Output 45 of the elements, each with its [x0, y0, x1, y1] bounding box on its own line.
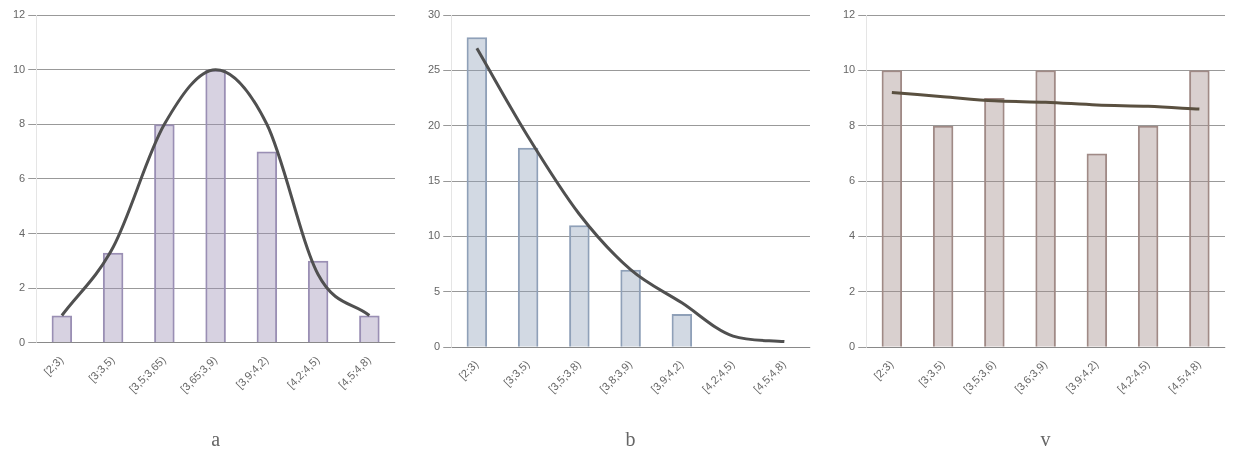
- bar: [671, 313, 693, 347]
- line-series: [890, 91, 1201, 111]
- bar: [517, 147, 539, 347]
- bar: [932, 125, 954, 347]
- y-tick-label: 10: [12, 62, 26, 75]
- bar: [620, 269, 641, 347]
- bar: [1086, 153, 1108, 347]
- bar: [1137, 125, 1159, 347]
- y-tick-label: 15: [427, 174, 441, 187]
- y-tick-label: 4: [849, 229, 856, 242]
- y-tick-label: 12: [842, 8, 856, 21]
- x-axis-title: a: [211, 428, 221, 451]
- line-series: [475, 46, 786, 344]
- y-tick-label: 5: [434, 284, 441, 297]
- y-tick-label: 0: [434, 340, 441, 353]
- y-tick-label: 6: [19, 171, 26, 184]
- bar: [881, 70, 903, 347]
- bar: [466, 37, 488, 347]
- bar: [256, 151, 278, 343]
- y-tick-label: 10: [842, 63, 856, 76]
- y-tick-label: 6: [849, 174, 856, 187]
- y-tick-label: 0: [849, 340, 856, 353]
- bar: [569, 225, 590, 347]
- x-axis-title: v: [1040, 428, 1051, 451]
- y-tick-label: 2: [19, 281, 26, 294]
- y-tick-label: 30: [427, 8, 441, 21]
- bar: [154, 124, 175, 343]
- y-tick-label: 2: [849, 284, 856, 297]
- y-tick-label: 8: [19, 117, 26, 130]
- bar: [205, 69, 226, 343]
- y-tick-label: 12: [12, 8, 26, 21]
- bar: [984, 98, 1005, 347]
- y-tick-label: 10: [427, 229, 441, 242]
- bar: [1189, 70, 1210, 347]
- line-series: [60, 68, 371, 317]
- y-tick-label: 8: [849, 118, 856, 131]
- y-tick-label: 0: [19, 335, 26, 348]
- y-tick-label: 25: [427, 63, 441, 76]
- y-tick-label: 20: [427, 118, 441, 131]
- y-tick-label: 4: [19, 226, 26, 239]
- bar: [1035, 70, 1056, 347]
- x-axis-title: b: [625, 428, 636, 451]
- bar: [359, 315, 380, 343]
- bar: [102, 252, 124, 343]
- bar: [51, 315, 73, 343]
